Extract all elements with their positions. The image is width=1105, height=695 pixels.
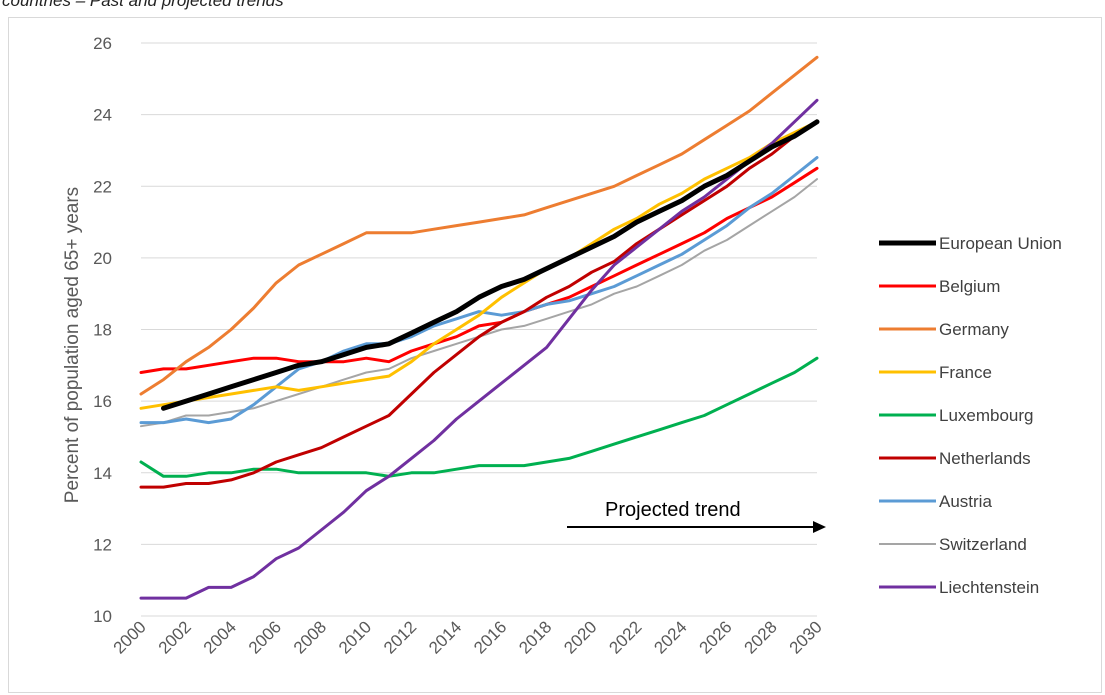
y-tick-label: 22: [93, 177, 112, 196]
x-tick-label: 2018: [515, 617, 555, 657]
y-tick-label: 20: [93, 249, 112, 268]
series-line-belgium: [139, 166, 819, 374]
x-tick-label: 2020: [560, 617, 600, 657]
x-tick-label: 2004: [200, 617, 240, 657]
x-tick-label: 2012: [380, 617, 420, 657]
x-tick-label: 2028: [741, 617, 781, 657]
legend-label-austria: Austria: [939, 492, 992, 511]
y-tick-label: 16: [93, 392, 112, 411]
y-tick-label: 18: [93, 321, 112, 340]
x-axis-ticks: 2000 2002 2004 2006 2008 2010 2012 2014 2016 2018…: [110, 617, 826, 657]
chart-frame: [8, 17, 1102, 693]
legend-label-netherlands: Netherlands: [939, 449, 1031, 468]
series-line-switzerland: [140, 178, 818, 428]
x-tick-label: 2006: [245, 617, 285, 657]
x-tick-label: 2014: [425, 617, 465, 657]
series-line-netherlands: [139, 120, 819, 489]
y-tick-label: 26: [93, 34, 112, 53]
y-tick-label: 10: [93, 607, 112, 626]
y-tick-label: 24: [93, 106, 112, 125]
y-tick-label: 14: [93, 464, 112, 483]
legend-label-france: France: [939, 363, 992, 382]
series-line-germany: [139, 55, 819, 396]
series-lines: [139, 55, 820, 600]
series-line-luxembourg: [139, 356, 819, 478]
series-line-liechtenstein: [139, 98, 819, 600]
y-tick-label: 12: [93, 535, 112, 554]
legend-label-liechtenstein: Liechtenstein: [939, 578, 1039, 597]
legend-label-luxembourg: Luxembourg: [939, 406, 1034, 425]
gridlines: [141, 42, 817, 545]
x-tick-label: 2030: [786, 617, 826, 657]
figure-caption: countries – Past and projected trends: [2, 0, 284, 10]
x-tick-label: 2016: [470, 617, 510, 657]
legend-label-belgium: Belgium: [939, 277, 1000, 296]
legend-label-european-union: European Union: [939, 234, 1062, 253]
x-tick-label: 2002: [155, 617, 195, 657]
projected-trend-label: Projected trend: [605, 499, 741, 521]
x-tick-label: 2026: [696, 617, 736, 657]
y-axis-ticks: 10 12 14 16 18 20 22 24 26: [93, 34, 112, 626]
legend: European Union Belgium Germany France Luxemb…: [879, 234, 1062, 597]
legend-label-switzerland: Switzerland: [939, 535, 1027, 554]
x-tick-label: 2022: [605, 617, 645, 657]
series-line-austria: [139, 156, 819, 425]
series-line-european-union: [161, 119, 820, 411]
projected-trend-arrowhead: [813, 521, 826, 533]
x-tick-label: 2000: [110, 617, 150, 657]
x-tick-label: 2024: [650, 617, 690, 657]
series-line-france: [139, 120, 819, 410]
legend-label-germany: Germany: [939, 320, 1009, 339]
y-axis-label: Percent of population aged 65+ years: [62, 187, 83, 503]
x-tick-label: 2008: [290, 617, 330, 657]
x-tick-label: 2010: [335, 617, 375, 657]
